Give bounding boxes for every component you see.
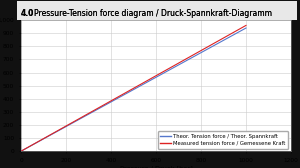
Text: Pressure-Tension force diagram / Druck-Spannkraft-Diagramm: Pressure-Tension force diagram / Druck-S… (34, 9, 272, 18)
X-axis label: Pressure / Druck [bar]: Pressure / Druck [bar] (120, 165, 192, 168)
Legend: Theor. Tension force / Theor. Spannkraft, Measured tension force / Gemessene Kra: Theor. Tension force / Theor. Spannkraft… (158, 131, 288, 149)
Text: Pressure-Tension force diagram / Druck-Spannkraft-Diagramm: Pressure-Tension force diagram / Druck-S… (34, 9, 272, 18)
Text: 4.0: 4.0 (21, 9, 34, 18)
Text: 4.0: 4.0 (21, 9, 34, 18)
